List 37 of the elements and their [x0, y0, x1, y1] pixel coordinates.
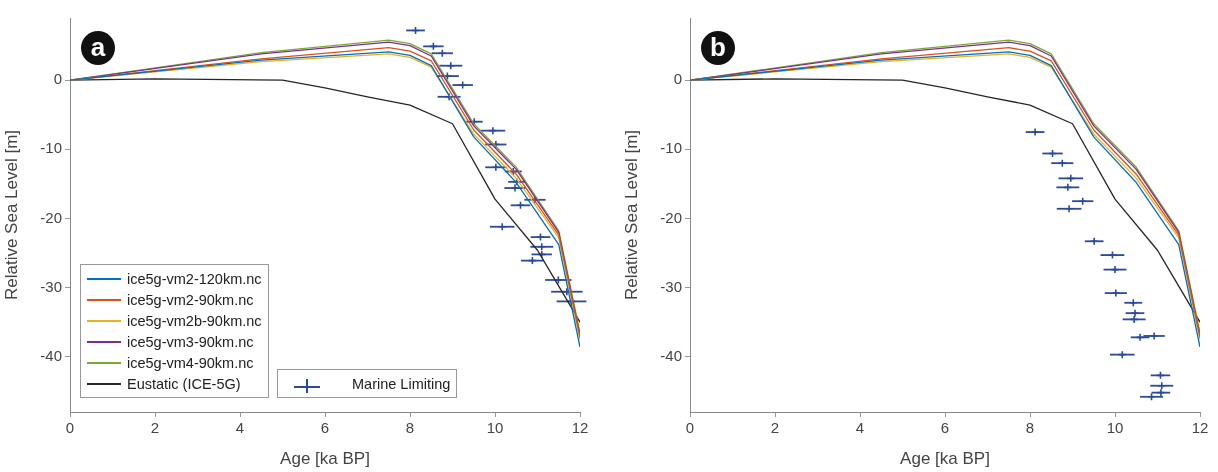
x-tick-label: 10 — [486, 419, 504, 437]
x-axis-title: Age [ka BP] — [900, 449, 990, 469]
y-axis-title: Relative Sea Level [m] — [621, 129, 641, 301]
x-tick-label: 2 — [150, 419, 160, 437]
y-tick-label: -40 — [40, 346, 62, 364]
x-tick-label: 4 — [855, 419, 865, 437]
x-tick-label: 2 — [770, 419, 780, 437]
legend-label: ice5g-vm2-90km.nc — [127, 291, 254, 308]
x-tick-label: 10 — [1106, 419, 1124, 437]
legend-label: ice5g-vm2b-90km.nc — [127, 312, 262, 329]
y-tick-label: -20 — [40, 208, 62, 226]
legend-label: ice5g-vm3-90km.nc — [127, 333, 254, 350]
x-tick-label: 0 — [65, 419, 75, 437]
y-tick-label: -40 — [660, 346, 682, 364]
y-tick-label: -10 — [40, 139, 62, 157]
y-tick-label: -30 — [660, 277, 682, 295]
x-axis-title: Age [ka BP] — [280, 449, 370, 469]
y-tick-label: 0 — [53, 70, 62, 88]
x-tick-label: 8 — [1025, 419, 1035, 437]
y-axis-title: Relative Sea Level [m] — [1, 129, 21, 301]
x-tick-label: 6 — [940, 419, 950, 437]
y-tick-label: 0 — [673, 70, 682, 88]
x-tick-label: 0 — [685, 419, 695, 437]
y-tick-label: -20 — [660, 208, 682, 226]
x-tick-label: 12 — [1191, 419, 1209, 437]
x-tick-label: 12 — [571, 419, 589, 437]
legend-label: Marine Limiting — [352, 375, 451, 392]
x-tick-label: 8 — [405, 419, 415, 437]
legend-label: Eustatic (ICE-5G) — [127, 375, 241, 392]
x-tick-label: 6 — [320, 419, 330, 437]
x-tick-label: 4 — [235, 419, 245, 437]
y-tick-label: -10 — [660, 139, 682, 157]
legend-label: ice5g-vm4-90km.nc — [127, 354, 254, 371]
y-tick-label: -30 — [40, 277, 62, 295]
text: a — [90, 32, 106, 63]
legend-label: ice5g-vm2-120km.nc — [127, 270, 262, 287]
text: b — [710, 32, 726, 63]
